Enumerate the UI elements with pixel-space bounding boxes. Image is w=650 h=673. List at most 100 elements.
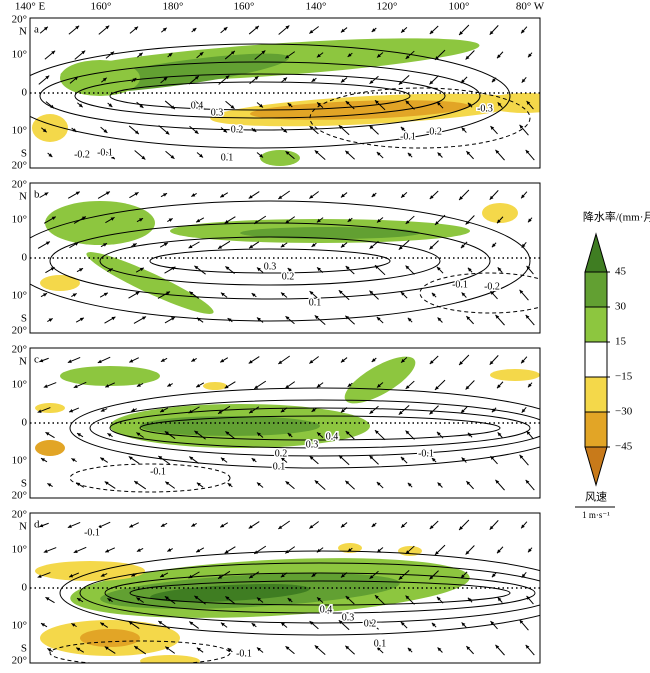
wind-arrowhead [167, 548, 172, 552]
wind-arrowhead [256, 317, 261, 322]
wind-arrowhead [314, 480, 319, 485]
wind-arrowhead [196, 383, 201, 388]
wind-arrowhead [521, 573, 526, 578]
wind-arrowhead [37, 409, 42, 413]
wind-arrowhead [225, 596, 230, 601]
wind-arrowhead [285, 646, 290, 650]
wind-arrowhead [225, 431, 230, 436]
wind-arrowhead [227, 483, 232, 487]
wind-arrowhead [105, 384, 110, 388]
wind-arrowhead [256, 267, 261, 272]
wind-arrowhead [69, 573, 74, 578]
wind-arrowhead [45, 597, 50, 601]
wind-arrowhead [497, 219, 501, 224]
wind-arrowhead [405, 100, 410, 105]
wind-arrowhead [309, 291, 314, 295]
wind-arrowhead [128, 456, 133, 460]
wind-arrowhead [170, 155, 175, 159]
wind-arrowhead [44, 192, 49, 196]
wind-arrowhead [79, 317, 84, 322]
lat-label: 20° [12, 509, 27, 521]
wind-arrowhead [490, 456, 495, 460]
wind-arrowhead [401, 28, 405, 33]
lon-label: 140° [306, 1, 327, 13]
wind-arrowhead [134, 26, 139, 31]
wind-arrowhead [171, 317, 176, 321]
wind-arrowhead [283, 77, 287, 82]
wind-arrowhead [259, 103, 263, 108]
wind-arrowhead [163, 77, 168, 81]
wind-arrowhead [437, 317, 442, 322]
contour-label: -0.2 [426, 126, 442, 137]
colorbar-cap-top [584, 232, 608, 273]
wind-arrowhead [401, 358, 405, 363]
lat-label: 0 [22, 417, 28, 429]
colorbar-segment [584, 411, 608, 448]
contour [79, 562, 540, 624]
contour [129, 580, 511, 606]
wind-arrowhead [429, 80, 434, 85]
wind-arrowhead [521, 524, 525, 529]
wind-arrowhead [47, 483, 52, 487]
precip-area [35, 561, 145, 581]
wind-arrowhead [134, 646, 139, 650]
wind-arrowhead [431, 457, 436, 462]
wind-arrowhead [285, 25, 290, 30]
wind-arrowhead [138, 52, 143, 57]
wind-arrowhead [256, 647, 261, 652]
precip-area [344, 356, 416, 404]
wind-arrowhead [431, 127, 436, 132]
wind-arrowhead [220, 193, 225, 198]
wind-arrowhead [81, 216, 86, 220]
wind-arrowhead [107, 433, 112, 437]
wind-arrowhead [465, 550, 470, 555]
wind-arrowhead [309, 621, 314, 625]
precip-area [398, 546, 422, 556]
wind-arrowhead [489, 525, 494, 530]
wind-arrowhead [467, 102, 472, 107]
contour [74, 73, 446, 119]
wind-arrowhead [371, 358, 376, 362]
wind-arrowhead [489, 30, 494, 35]
wind-arrowhead [111, 316, 116, 321]
lat-label: 10° [12, 290, 27, 302]
wind-arrowhead [40, 623, 45, 627]
wind-arrowhead [188, 244, 193, 249]
wind-arrowhead [525, 149, 530, 154]
wind-arrowhead [188, 574, 193, 579]
wind-arrowhead [521, 194, 525, 199]
wind-arrowhead [76, 647, 81, 652]
colorbar-label: −45 [615, 441, 633, 453]
wind-arrowhead [345, 315, 350, 320]
lat-label: N [19, 521, 27, 533]
wind-arrowhead [189, 291, 194, 296]
wind-arrowhead [165, 130, 170, 135]
wind-arrowhead [401, 193, 405, 198]
wind-arrowhead [139, 104, 144, 108]
wind-arrowhead [429, 410, 434, 415]
panel-frame [29, 182, 541, 334]
wind-arrowhead [134, 481, 139, 485]
contour-label: 0.3 [211, 107, 224, 118]
wind-arrowhead [100, 622, 105, 627]
wind-arrowhead [108, 268, 113, 272]
wind-arrowhead [398, 410, 403, 415]
wind-arrowhead [249, 574, 254, 579]
wind-arrowhead [347, 53, 352, 57]
wind-arrowhead [37, 574, 42, 578]
wind-arrowhead [225, 75, 230, 80]
contour [104, 572, 536, 614]
wind-arrowhead [194, 130, 199, 134]
wind-arrowhead [377, 53, 381, 58]
wind-arrowhead [316, 548, 321, 553]
wind-arrowhead [519, 619, 524, 624]
wind-arrowhead [218, 410, 223, 414]
wind-arrowhead [497, 549, 501, 554]
wind-arrowhead [248, 194, 253, 199]
wind-arrowhead [490, 291, 495, 295]
wind-arrowhead [72, 128, 77, 132]
wind-arrowhead [40, 458, 45, 462]
wind-arrowhead [340, 408, 345, 413]
wind-arrowhead [309, 126, 314, 130]
